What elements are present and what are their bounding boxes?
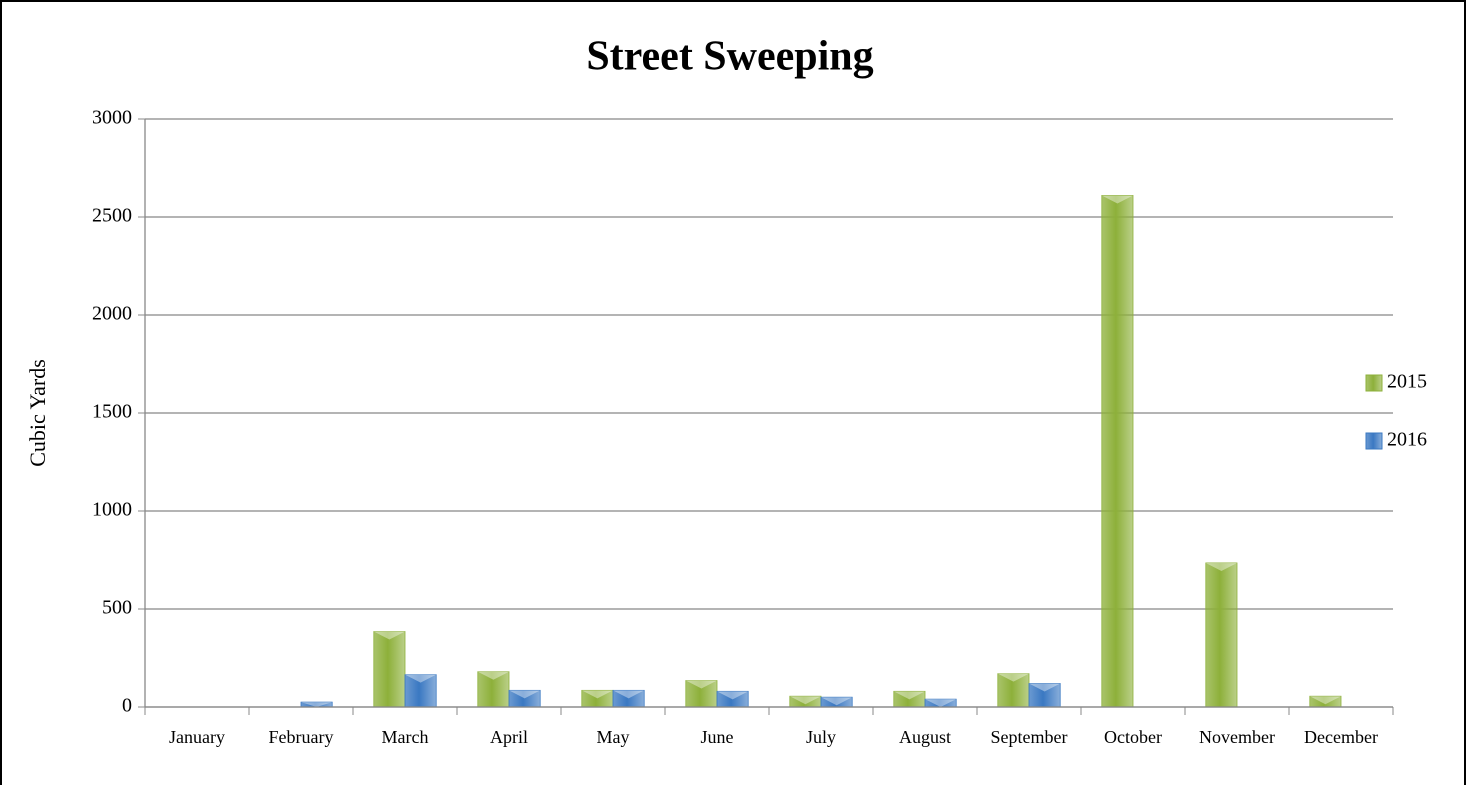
y-tick-label: 2000 (92, 303, 132, 325)
x-tick-label: August (899, 727, 951, 747)
x-tick-label: September (991, 727, 1068, 747)
bar-cap (821, 697, 853, 706)
legend-swatch (1365, 374, 1383, 392)
x-tick-label: June (701, 727, 734, 747)
chart-title: Street Sweeping (586, 34, 873, 80)
bar-cap (1101, 195, 1133, 204)
bar-cap (301, 702, 333, 707)
bar-cap (997, 673, 1029, 682)
bar (1205, 562, 1238, 708)
legend-swatch (1365, 432, 1383, 450)
bar (477, 671, 510, 708)
x-tick-label: January (169, 727, 225, 747)
x-tick-label: November (1199, 727, 1275, 747)
legend-label: 2015 (1387, 371, 1427, 393)
bar-cap (717, 691, 749, 700)
x-tick-label: March (382, 727, 429, 747)
legend-label: 2016 (1387, 429, 1427, 451)
bar (404, 674, 437, 708)
y-tick-label: 2500 (92, 205, 132, 227)
bar-cap (1029, 683, 1061, 692)
y-tick-label: 0 (122, 695, 132, 717)
y-tick-label: 1500 (92, 401, 132, 423)
bar-cap (477, 671, 509, 680)
bar-cap (509, 690, 541, 699)
bar-cap (893, 691, 925, 700)
bar-cap (1205, 562, 1237, 571)
x-tick-label: May (597, 727, 630, 747)
y-tick-label: 3000 (92, 107, 132, 129)
x-tick-label: October (1104, 727, 1162, 747)
y-axis-label: Cubic Yards (25, 359, 50, 467)
x-tick-label: April (490, 727, 528, 747)
x-tick-label: February (269, 727, 334, 747)
bar (1101, 195, 1134, 708)
bar-cap (789, 696, 821, 705)
bar-cap (405, 674, 437, 683)
x-tick-label: July (806, 727, 836, 747)
bar (997, 673, 1030, 708)
bar (373, 631, 406, 708)
bar-cap (685, 680, 717, 689)
bar-cap (613, 690, 645, 699)
bar-cap (581, 690, 613, 699)
y-tick-label: 1000 (92, 499, 132, 521)
bar-cap (1309, 696, 1341, 705)
bar-cap (373, 631, 405, 640)
x-tick-label: December (1304, 727, 1378, 747)
bar-cap (925, 699, 957, 707)
y-tick-label: 500 (102, 597, 132, 619)
